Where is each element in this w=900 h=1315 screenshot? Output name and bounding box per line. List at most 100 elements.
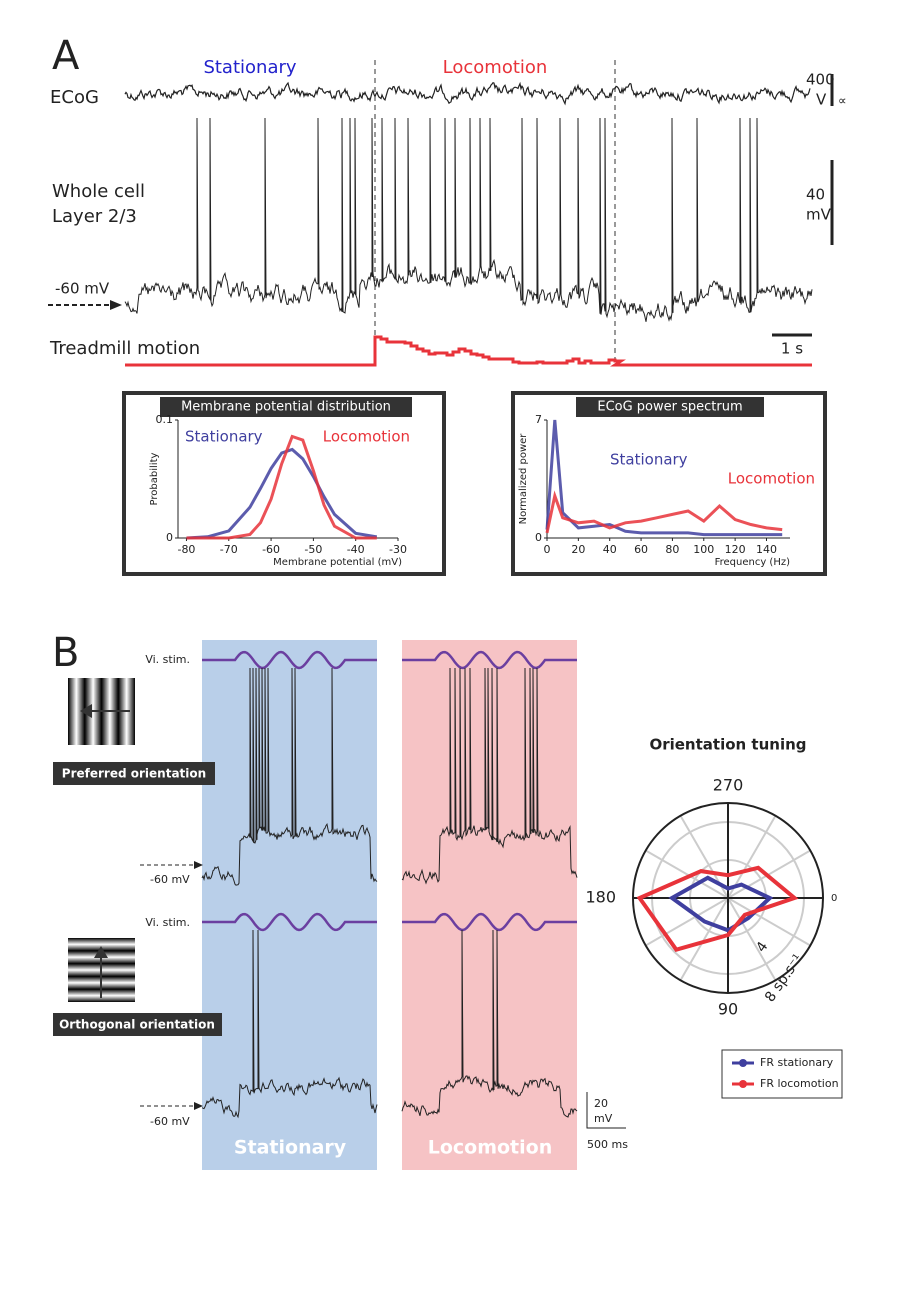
traces [201, 650, 578, 1119]
x-tick-label: -50 [304, 543, 322, 556]
spoke [727, 897, 777, 981]
baseline-label: -60 mV [55, 280, 110, 298]
wc-unit: mV [806, 206, 832, 224]
x-tick-label: 60 [634, 543, 648, 556]
stim-label: Vi. stim. [145, 916, 190, 929]
arrow-head [194, 861, 203, 869]
traces [124, 81, 813, 367]
theta-tick-label: 90 [718, 1000, 738, 1019]
scale-bar [586, 1092, 626, 1129]
stim-label: Vi. stim. [145, 653, 190, 666]
ecog-trace [124, 81, 811, 106]
spoke [645, 897, 729, 947]
x-axis-label: Frequency (Hz) [715, 557, 791, 568]
legend-dot [739, 1059, 747, 1067]
layer-label: Layer 2/3 [52, 206, 137, 227]
vm-trace [201, 929, 378, 1119]
locomotion-label: Locomotion [443, 57, 548, 78]
y-tick-label: 0 [166, 531, 173, 544]
arrow-head [80, 704, 92, 718]
spoke [645, 849, 729, 899]
spectrum-chart: ECoG power spectrum 0 20 40 60 80 100 120 140 0 7 F… [518, 400, 815, 569]
y-axis-label: Probability [149, 452, 160, 505]
y-tick-label: 0.1 [156, 413, 174, 426]
stationary-band [202, 640, 377, 1170]
x-tick-label: -40 [347, 543, 365, 556]
vm-trace [201, 667, 378, 886]
chart-title: Membrane potential distribution [181, 400, 391, 415]
scale-unit: mV [594, 1112, 613, 1125]
ecog-label: ECoG [50, 87, 99, 108]
treadmill-label: Treadmill motion [49, 338, 200, 359]
ecog-unit: V [816, 91, 827, 109]
x-tick-label: 40 [603, 543, 617, 556]
theta-tick-label: 0 [831, 893, 837, 904]
legend-label: Stationary [610, 451, 688, 469]
ecog-symbol: ∝ [838, 94, 847, 108]
locomotion-label: Locomotion [428, 1137, 553, 1159]
y-axis-label: Normalized power [518, 433, 529, 525]
theta-tick-label: 270 [713, 776, 744, 795]
whole-cell-label: Whole cell [52, 181, 145, 202]
chart-title: ECoG power spectrum [597, 400, 742, 415]
vm-trace [401, 667, 578, 885]
orthogonal-label: Orthogonal orientation [59, 1018, 215, 1032]
legend-dot [739, 1080, 747, 1088]
series-line [545, 490, 783, 534]
y-tick-label: 0 [535, 531, 542, 544]
spoke [727, 849, 811, 899]
stationary-label: Stationary [203, 57, 296, 78]
label-bg [53, 762, 215, 785]
series-line [545, 419, 783, 537]
series-line [186, 434, 377, 540]
vm-trace [401, 929, 578, 1118]
x-tick-label: 20 [571, 543, 585, 556]
spoke [727, 897, 811, 947]
legend-label: FR locomotion [760, 1077, 839, 1090]
stim-trace [202, 912, 377, 932]
inset-frame [511, 391, 827, 576]
treadmill-trace [125, 335, 812, 367]
x-tick-label: 140 [756, 543, 777, 556]
inset-title-bg [160, 397, 412, 417]
stim-trace [402, 912, 577, 932]
arrow-head [110, 300, 122, 310]
theta-tick-label: 180 [585, 888, 616, 907]
inset-frame [122, 391, 446, 576]
baseline-label: -60 mV [150, 1115, 190, 1128]
membrane-chart: Membrane potential distribution -80 -70 -60… [149, 400, 410, 569]
tuning-curve [636, 865, 799, 953]
scale-v: 20 [594, 1097, 608, 1110]
x-tick-label: 100 [693, 543, 714, 556]
x-tick-label: 120 [725, 543, 746, 556]
legend-frame [721, 1049, 843, 1099]
baseline-label: -60 mV [150, 873, 190, 886]
label-bg [53, 1013, 222, 1036]
tuning-curve [668, 875, 774, 933]
chart-title: Orientation tuning [649, 736, 806, 754]
ecog-scale: 400 [806, 71, 835, 89]
stationary-label: Stationary [234, 1137, 347, 1159]
x-tick-label: 80 [665, 543, 679, 556]
legend-label: Locomotion [323, 428, 410, 446]
legend-label: FR stationary [760, 1056, 834, 1069]
wc-scale: 40 [806, 186, 825, 204]
x-tick-label: -70 [220, 543, 238, 556]
x-tick-label: -60 [262, 543, 280, 556]
whole-cell-trace [124, 117, 813, 322]
inset-title-bg [576, 397, 764, 417]
arrow-head [194, 1102, 203, 1110]
time-scale: 1 s [781, 340, 803, 358]
x-tick-label: -80 [177, 543, 195, 556]
r-tick-label: 4 [753, 939, 771, 956]
panel-label: B [52, 630, 79, 676]
x-tick-label: 0 [544, 543, 551, 556]
stim-trace [402, 650, 577, 670]
legend-label: Locomotion [728, 470, 815, 488]
arrow-head [94, 946, 108, 958]
legend-label: Stationary [185, 428, 263, 446]
spoke [679, 897, 729, 981]
